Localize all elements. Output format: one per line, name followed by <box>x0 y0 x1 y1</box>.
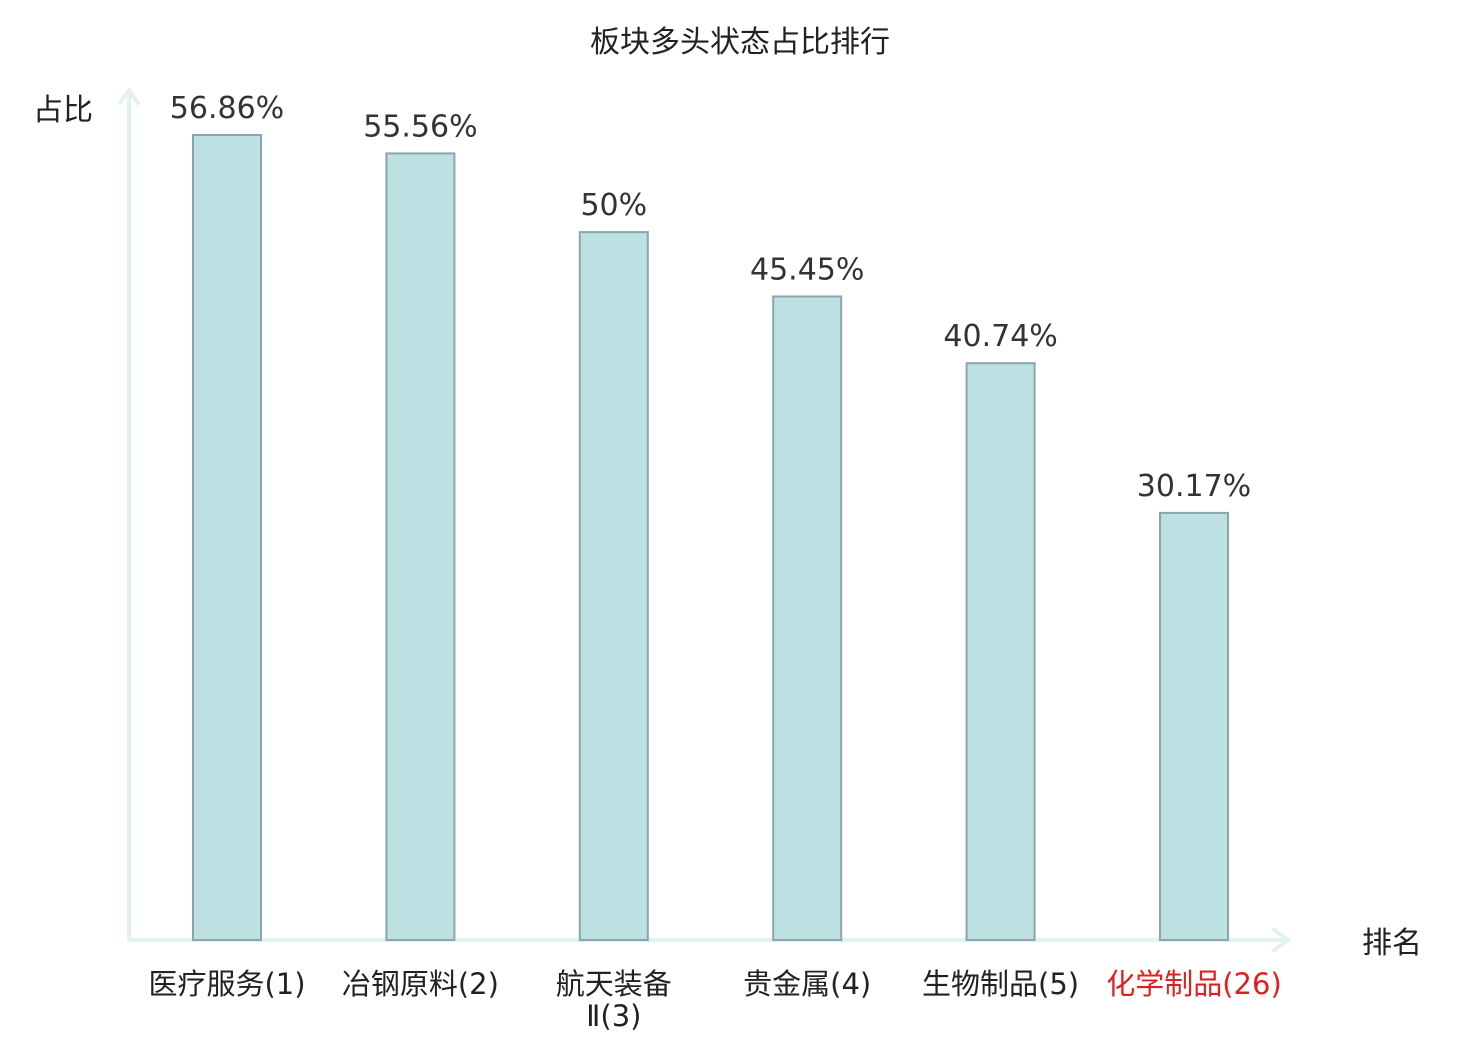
data-label: 40.74% <box>943 319 1057 354</box>
axes <box>118 88 1290 952</box>
bar <box>965 362 1036 941</box>
chart-title: 板块多头状态占比排行 <box>590 25 890 60</box>
tick-label: 贵金属(4) <box>743 967 871 1001</box>
bar <box>772 295 843 941</box>
x-axis-arrow <box>1272 928 1290 952</box>
tick-label-rank: Ⅱ(3) <box>586 999 641 1033</box>
x-axis-title: 排名 <box>1362 926 1422 961</box>
bar <box>192 134 262 941</box>
data-label: 50% <box>580 188 647 223</box>
tick-label: 航天装备 <box>556 967 672 1001</box>
data-label: 55.56% <box>363 109 477 144</box>
data-label: 30.17% <box>1137 469 1251 504</box>
tick-label: 化学制品(26) <box>1106 967 1282 1001</box>
bar <box>1159 511 1229 942</box>
tick-label: 冶钢原料(2) <box>342 967 499 1001</box>
data-label: 56.86% <box>170 91 284 126</box>
bar <box>578 231 649 942</box>
tick-label: 医疗服务(1) <box>148 967 305 1001</box>
tick-label: 生物制品(5) <box>922 967 1079 1001</box>
y-axis-title: 占比 <box>33 93 93 128</box>
value-labels-group: 56.86% 55.56% 50% 45.45% 40.74% 30.17% <box>170 91 1251 504</box>
data-label: 45.45% <box>750 253 864 288</box>
bars-group <box>192 134 1229 942</box>
bar <box>385 152 456 941</box>
